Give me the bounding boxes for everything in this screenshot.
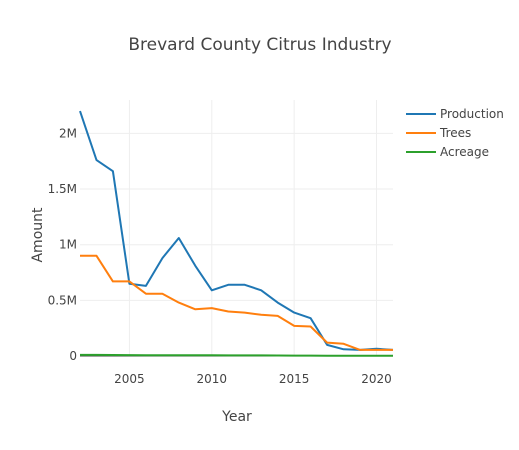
legend-label: Production: [440, 107, 504, 121]
series-line-acreage: [80, 353, 393, 357]
legend[interactable]: Production Trees Acreage: [406, 107, 504, 159]
y-tick-label: 0.5M: [48, 293, 77, 307]
legend-item-trees[interactable]: Trees: [406, 126, 471, 140]
y-tick-label: 1.5M: [48, 182, 77, 196]
x-axis-ticks: 2005 2010 2015 2020: [114, 372, 392, 386]
x-axis-title: Year: [221, 409, 252, 425]
x-tick-label: 2005: [114, 372, 145, 386]
x-tick-label: 2015: [279, 372, 310, 386]
x-tick-label: 2010: [197, 372, 228, 386]
chart-title: Brevard County Citrus Industry: [128, 35, 391, 55]
y-tick-label: 0: [69, 349, 77, 363]
series-layer: [79, 110, 394, 357]
legend-item-production[interactable]: Production: [406, 107, 504, 121]
x-tick-label: 2020: [361, 372, 392, 386]
legend-label: Acreage: [440, 145, 489, 159]
y-axis-ticks: 0 0.5M 1M 1.5M 2M: [48, 126, 77, 363]
series-line-production: [79, 110, 394, 351]
legend-item-acreage[interactable]: Acreage: [406, 145, 489, 159]
y-axis-title: Amount: [30, 207, 46, 263]
y-tick-label: 1M: [59, 238, 77, 252]
legend-label: Trees: [439, 126, 471, 140]
y-tick-label: 2M: [59, 126, 77, 140]
grid-layer: [80, 100, 393, 357]
series-line-trees: [80, 254, 393, 351]
